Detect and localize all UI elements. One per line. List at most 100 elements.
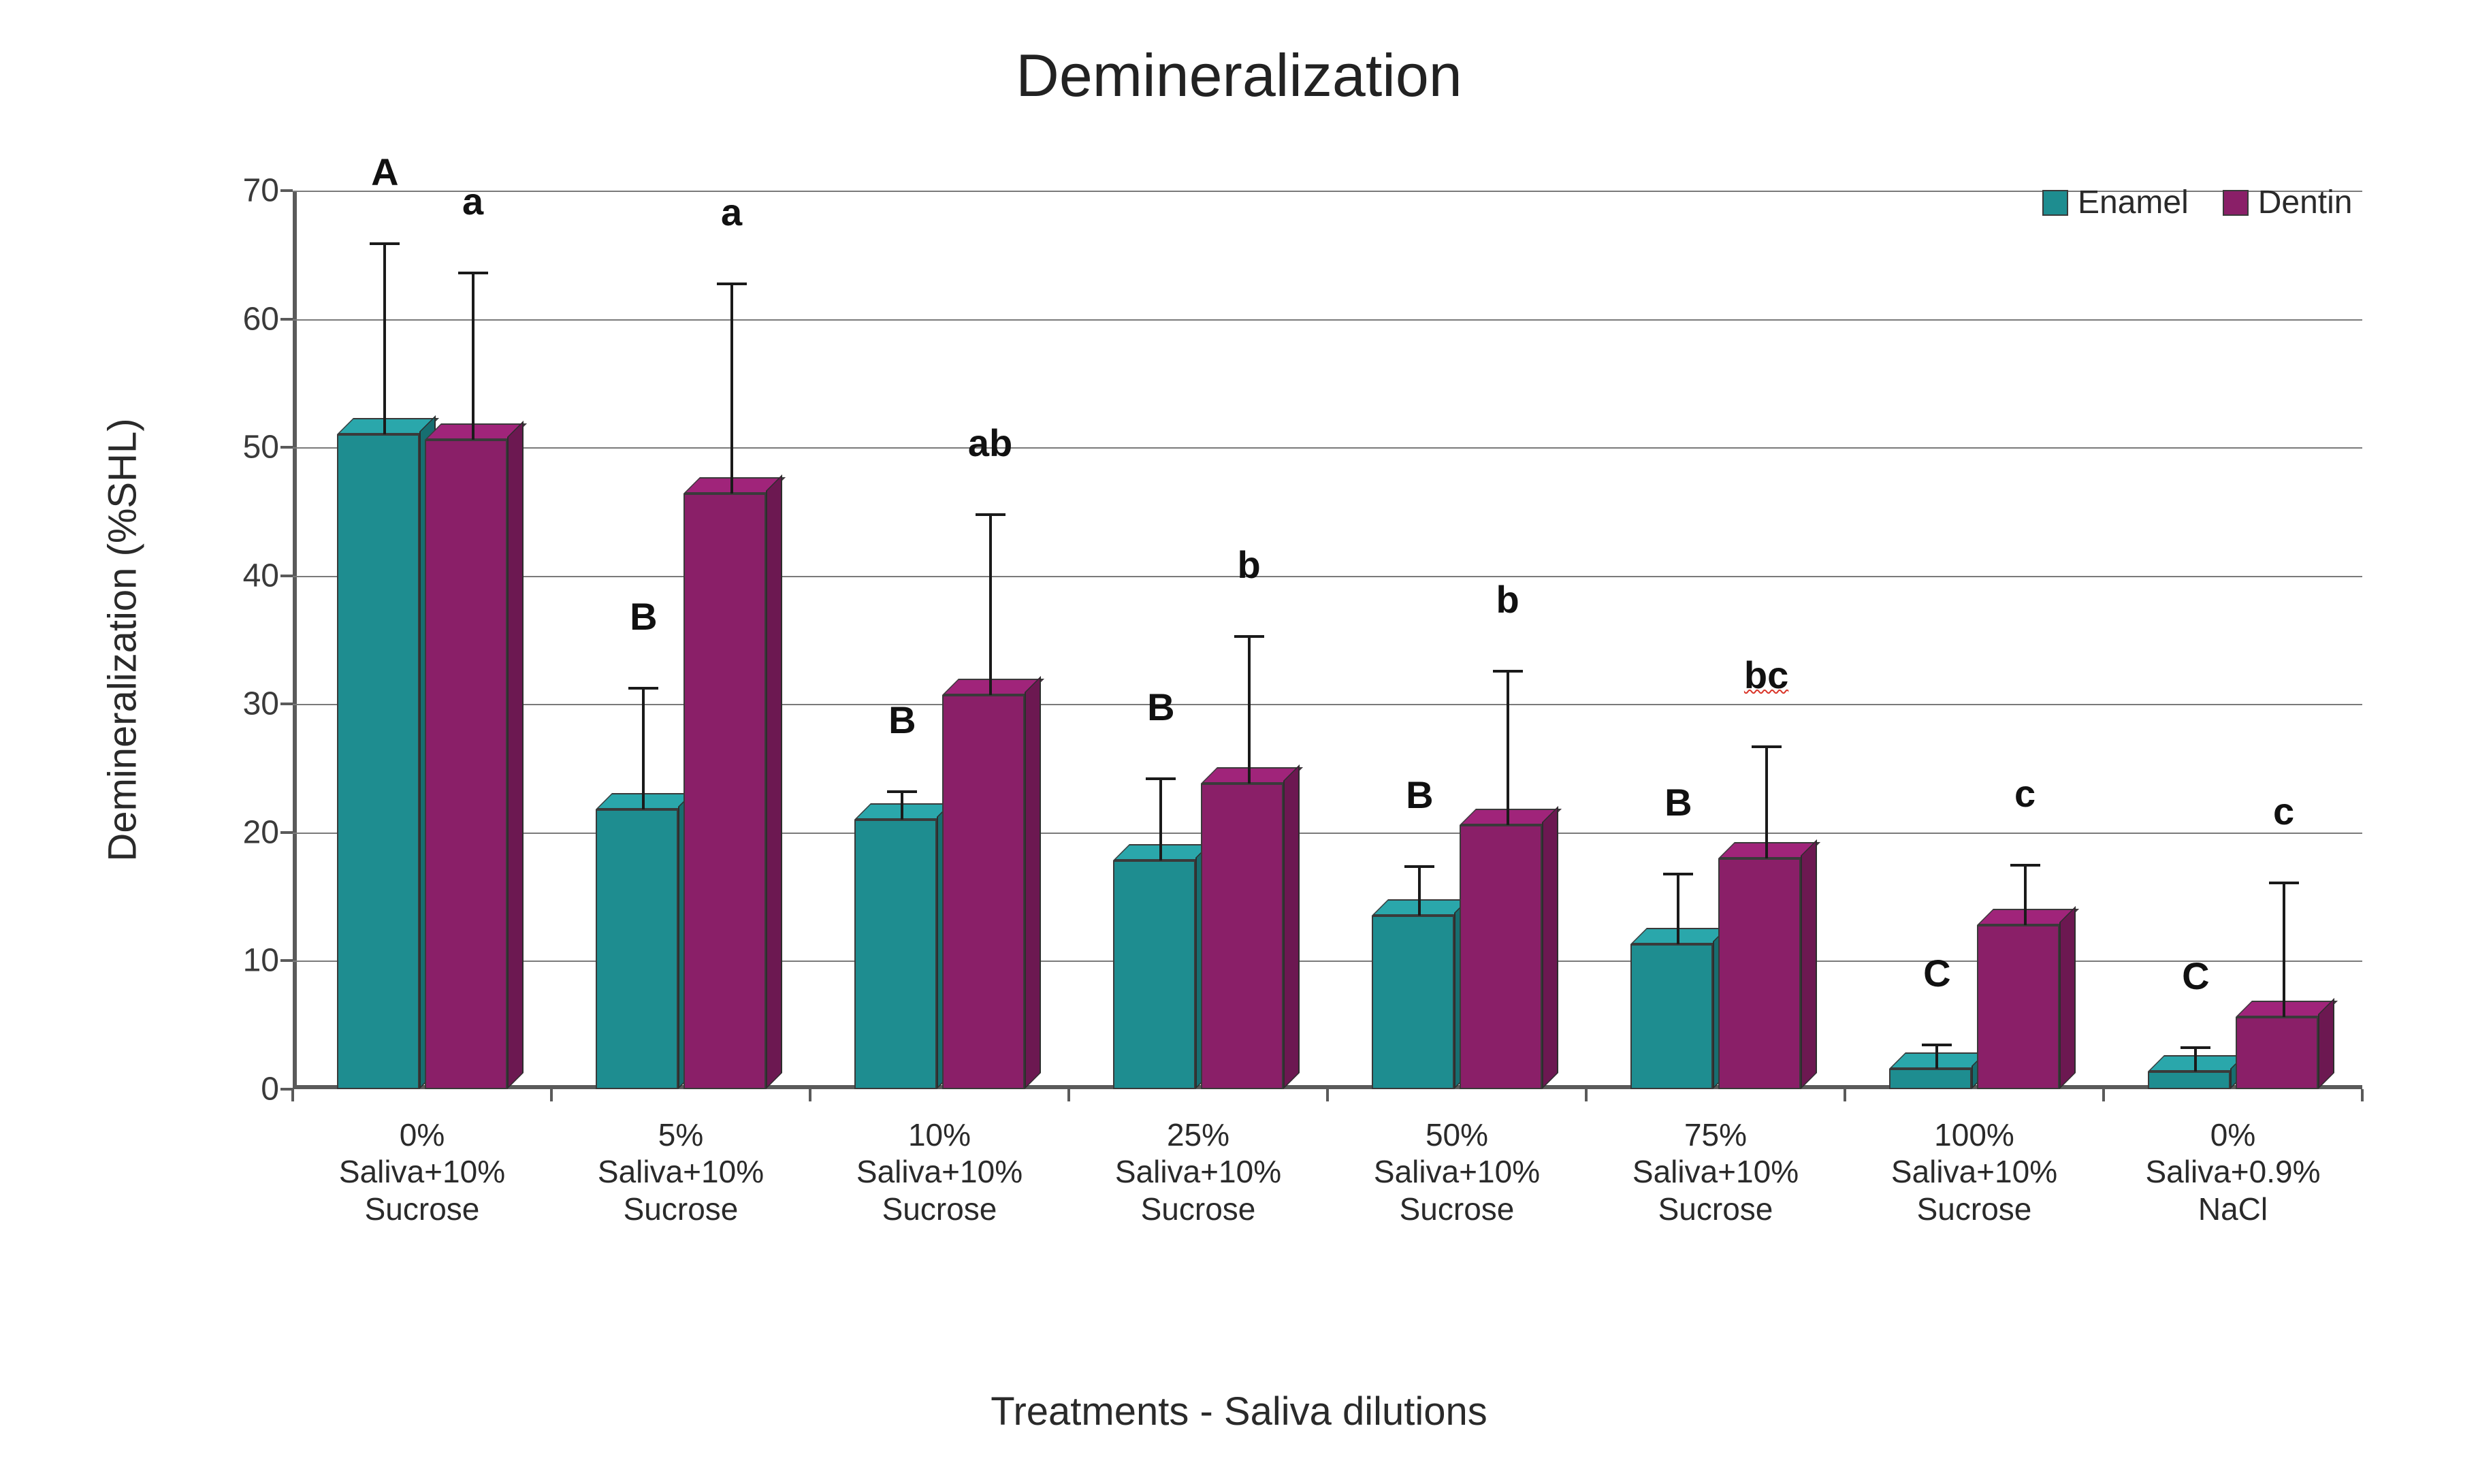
error-cap — [370, 242, 400, 245]
x-tick — [2102, 1089, 2105, 1101]
error-cap — [2010, 864, 2040, 867]
error-cap — [1663, 873, 1693, 875]
significance-label: B — [1406, 773, 1433, 817]
x-tick — [1067, 1089, 1070, 1101]
gridline — [293, 447, 2362, 449]
y-tick-label: 60 — [243, 300, 293, 338]
x-category-label: 75%Saliva+10%Sucrose — [1632, 1089, 1799, 1227]
error-cap — [2269, 882, 2299, 884]
gridline — [293, 319, 2362, 321]
y-tick-label: 70 — [243, 172, 293, 210]
x-category-label: 5%Saliva+10%Sucrose — [598, 1089, 764, 1227]
x-tick — [1585, 1089, 1588, 1101]
plot-area: 0102030405060700%Saliva+10%SucroseAa5%Sa… — [293, 191, 2362, 1089]
legend-swatch-dentin — [2223, 190, 2249, 216]
bar-dentin: b — [1201, 784, 1284, 1089]
x-axis-title: Treatments - Saliva dilutions — [991, 1389, 1487, 1434]
demineralization-chart: Demineralization 0102030405060700%Saliva… — [0, 0, 2478, 1484]
error-cap — [976, 513, 1005, 516]
y-tick-label: 10 — [243, 942, 293, 980]
bar-dentin: b — [1460, 825, 1543, 1089]
gridline — [293, 704, 2362, 705]
error-bar — [1935, 1045, 1938, 1069]
error-bar — [1677, 874, 1679, 944]
error-bar — [901, 792, 903, 820]
bar-enamel: C — [1889, 1069, 1972, 1089]
error-cap — [1752, 745, 1782, 748]
x-tick — [550, 1089, 553, 1101]
chart-title: Demineralization — [1016, 41, 1462, 110]
y-tick-label: 50 — [243, 429, 293, 466]
bar-dentin: bc — [1718, 858, 1801, 1089]
significance-label: a — [462, 179, 483, 223]
significance-label: B — [1664, 780, 1692, 824]
x-category-label: 0%Saliva+10%Sucrose — [339, 1089, 505, 1227]
error-bar — [1507, 671, 1509, 825]
bar-enamel: B — [854, 820, 937, 1089]
bar-dentin: c — [1977, 925, 2060, 1089]
error-bar — [383, 244, 386, 434]
bar-enamel: C — [2148, 1071, 2231, 1089]
y-axis — [293, 191, 297, 1089]
significance-label: a — [721, 190, 742, 234]
x-category-label: 100%Saliva+10%Sucrose — [1891, 1089, 2057, 1227]
error-cap — [628, 687, 658, 690]
gridline — [293, 576, 2362, 577]
significance-label: ab — [968, 421, 1012, 465]
error-cap — [717, 283, 747, 285]
error-cap — [1493, 670, 1523, 673]
significance-label: b — [1496, 577, 1519, 622]
y-tick-label: 40 — [243, 557, 293, 594]
error-cap — [2181, 1046, 2210, 1049]
bar-dentin: a — [425, 440, 508, 1089]
error-bar — [1248, 636, 1251, 784]
significance-label: B — [1147, 685, 1174, 729]
x-category-label: 25%Saliva+10%Sucrose — [1115, 1089, 1281, 1227]
significance-label: C — [2182, 954, 2209, 998]
significance-label: c — [2014, 771, 2036, 816]
x-category-label: 50%Saliva+10%Sucrose — [1374, 1089, 1540, 1227]
legend-item-dentin: Dentin — [2223, 184, 2353, 221]
legend-label-enamel: Enamel — [2078, 184, 2189, 221]
x-tick — [1326, 1089, 1329, 1101]
y-axis-title: Demineralization (%SHL) — [100, 418, 146, 861]
error-cap — [1922, 1044, 1952, 1046]
bar-enamel: B — [1113, 860, 1196, 1089]
error-cap — [1146, 777, 1176, 780]
bar-enamel: A — [337, 434, 420, 1089]
x-tick — [809, 1089, 811, 1101]
y-tick-label: 30 — [243, 685, 293, 723]
error-bar — [642, 688, 645, 809]
legend-item-enamel: Enamel — [2042, 184, 2189, 221]
significance-label: bc — [1744, 653, 1788, 697]
legend: Enamel Dentin — [2042, 184, 2353, 221]
x-tick — [2361, 1089, 2364, 1101]
x-category-label: 0%Saliva+0.9%NaCl — [2146, 1089, 2321, 1227]
significance-label: B — [888, 698, 916, 742]
bar-enamel: B — [1372, 916, 1455, 1089]
significance-label: A — [371, 150, 398, 194]
significance-label: C — [1923, 951, 1950, 995]
error-cap — [887, 790, 917, 793]
x-tick — [1844, 1089, 1846, 1101]
error-bar — [472, 273, 474, 439]
bar-enamel: B — [596, 809, 679, 1089]
error-bar — [1765, 747, 1768, 858]
x-tick — [291, 1089, 294, 1101]
error-bar — [1418, 867, 1421, 916]
error-cap — [1404, 865, 1434, 868]
error-bar — [730, 284, 733, 494]
bar-dentin: a — [683, 494, 767, 1089]
x-category-label: 10%Saliva+10%Sucrose — [856, 1089, 1023, 1227]
error-cap — [1234, 635, 1264, 638]
error-bar — [2024, 865, 2027, 925]
error-bar — [1159, 779, 1162, 860]
y-tick-label: 20 — [243, 813, 293, 851]
bar-enamel: B — [1630, 944, 1713, 1089]
significance-label: c — [2273, 789, 2294, 833]
bar-dentin: ab — [942, 695, 1025, 1089]
error-bar — [2283, 883, 2285, 1017]
bar-dentin: c — [2236, 1017, 2319, 1089]
error-bar — [2194, 1048, 2197, 1071]
error-cap — [458, 272, 488, 274]
